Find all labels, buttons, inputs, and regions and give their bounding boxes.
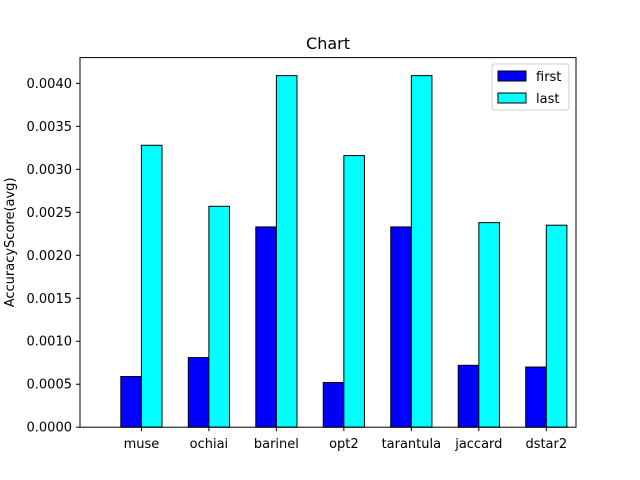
y-tick-label: 0.0010: [27, 335, 73, 350]
bar-first-jaccard: [457, 364, 480, 428]
bar-first-opt2: [322, 382, 345, 428]
x-tick-label: dstar2: [525, 437, 567, 452]
legend-label-first: first: [536, 70, 561, 85]
legend-label-last: last: [536, 92, 559, 107]
chart-title: Chart: [306, 34, 350, 53]
x-tick-label: muse: [124, 437, 160, 452]
y-tick-label: 0.0035: [27, 120, 73, 135]
y-tick-label: 0.0015: [27, 292, 73, 307]
x-tick-label: tarantula: [382, 437, 442, 452]
bar-first-tarantula: [390, 226, 412, 428]
bar-last-opt2: [343, 155, 365, 428]
legend: first last: [491, 63, 570, 111]
bar-last-tarantula: [410, 75, 433, 428]
y-axis-title: AccuracyScore(avg): [3, 177, 18, 307]
bar-last-dstar2: [545, 224, 568, 428]
x-tick-label: opt2: [329, 437, 359, 452]
bars-group: [120, 75, 568, 428]
y-tick-label: 0.0005: [27, 378, 73, 393]
x-tick-label: barinel: [254, 437, 299, 452]
x-tick-label: jaccard: [454, 437, 502, 452]
bar-first-ochiai: [187, 357, 210, 428]
bar-last-muse: [140, 144, 163, 428]
y-tick-label: 0.0020: [27, 249, 73, 264]
plot-frame: [79, 57, 577, 428]
legend-swatch-first: [497, 70, 527, 82]
bar-last-jaccard: [478, 222, 500, 428]
y-axis: 0.0000 0.0005 0.0010 0.0015 0.0020 0.0025 0.00…: [27, 77, 80, 436]
x-tick-label: ochiai: [190, 437, 229, 452]
y-tick-label: 0.0000: [27, 421, 73, 436]
bar-first-dstar2: [525, 366, 547, 428]
y-tick-label: 0.0030: [27, 163, 73, 178]
bar-last-barinel: [275, 75, 298, 428]
y-tick-label: 0.0025: [27, 206, 73, 221]
legend-swatch-last: [497, 92, 527, 104]
x-axis: muse ochiai barinel opt2 tarantula jaccard dst…: [124, 427, 567, 452]
bar-first-barinel: [255, 226, 277, 428]
bar-first-muse: [120, 375, 142, 428]
bar-last-ochiai: [208, 205, 230, 428]
y-tick-label: 0.0040: [27, 77, 73, 92]
